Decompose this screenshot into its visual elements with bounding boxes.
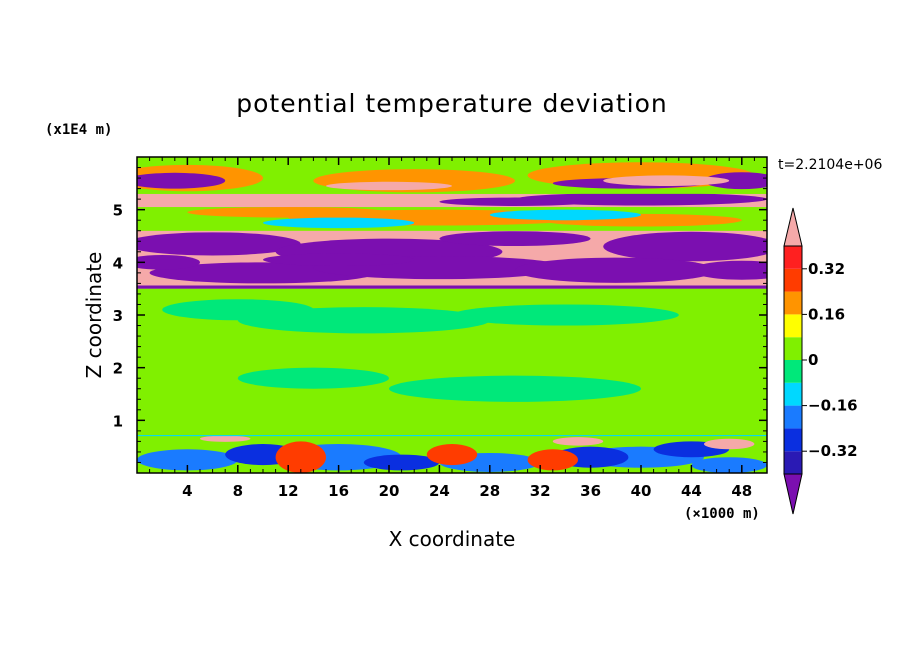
- x-axis-label: X coordinate: [389, 527, 516, 551]
- field-blob: [363, 351, 616, 384]
- x-tick-label: 12: [278, 482, 299, 500]
- field-blob: [603, 175, 730, 186]
- field-blob: [603, 231, 767, 262]
- field-blob: [137, 449, 238, 471]
- x-tick-label: 36: [580, 482, 601, 500]
- x-axis: 4 8 12 16 20 24 28 32 36 40 44 48: [149, 157, 755, 500]
- y-unit-label: (x1E4 m): [45, 122, 112, 138]
- field-blob: [237, 367, 389, 389]
- x-tick-label: 40: [631, 482, 652, 500]
- field-thin-line: [137, 285, 767, 289]
- colorbar-segment: [784, 291, 802, 315]
- colorbar-segment: [784, 405, 802, 429]
- colorbar-segment: [784, 268, 802, 292]
- field-blob: [389, 375, 641, 402]
- colorbar-segment: [784, 314, 802, 338]
- x-tick-label: 28: [479, 482, 500, 500]
- field-blob: [439, 231, 591, 247]
- x-tick-label: 8: [233, 482, 243, 500]
- x-tick-label: 48: [731, 482, 752, 500]
- colorbar-label: 0.16: [808, 305, 845, 323]
- field-blob: [704, 438, 755, 450]
- heatmap-field: [137, 157, 767, 473]
- x-tick-label: 20: [379, 482, 400, 500]
- field-blob: [162, 299, 314, 321]
- y-axis-label: Z coordinate: [82, 252, 106, 379]
- x-tick-label: 4: [182, 482, 192, 500]
- field-blob: [704, 172, 767, 190]
- field-blob: [691, 260, 767, 280]
- field-blob: [578, 328, 755, 355]
- field-blob: [187, 207, 389, 218]
- colorbar-segment: [784, 360, 802, 383]
- colorbar-segment: [784, 382, 802, 406]
- field-blob: [275, 441, 326, 473]
- field-blob: [137, 254, 200, 270]
- field-blob: [326, 181, 452, 191]
- colorbar-upper-extend: [783, 207, 803, 247]
- field-blob: [263, 217, 415, 229]
- field-blob: [426, 444, 478, 466]
- x-unit-label: (×1000 m): [684, 506, 760, 522]
- colorbar-label: −0.32: [808, 442, 858, 460]
- field-blob: [187, 343, 389, 371]
- x-tick-label: 44: [681, 482, 702, 500]
- field-band-low: [137, 420, 767, 437]
- y-tick-label: 5: [113, 202, 123, 220]
- colorbar-label: 0: [808, 351, 818, 369]
- field-blob: [200, 435, 251, 442]
- time-label: t=2.2104e+06: [778, 157, 882, 173]
- colorbar-segment: [784, 246, 802, 269]
- colorbar-label: 0.32: [808, 260, 845, 278]
- colorbar-segment: [784, 337, 802, 360]
- field-blob: [552, 437, 604, 446]
- x-tick-label: 24: [429, 482, 450, 500]
- field-blob: [439, 197, 591, 206]
- colorbar: 0.32 0.16 0 −0.16 −0.32: [783, 207, 858, 515]
- field-thin-line: [137, 435, 767, 437]
- field-blob: [527, 449, 578, 471]
- colorbar-label: −0.16: [808, 397, 858, 415]
- field-blob: [691, 457, 767, 473]
- y-tick-label: 3: [113, 307, 123, 325]
- field-blob: [137, 232, 301, 256]
- field-blob: [363, 454, 440, 471]
- y-axis: 1 2 3 4 5: [113, 167, 767, 463]
- colorbar-lower-extend: [783, 473, 803, 515]
- x-tick-label: 32: [530, 482, 551, 500]
- y-tick-label: 2: [113, 360, 123, 378]
- field-blob: [137, 172, 226, 189]
- y-tick-label: 1: [113, 412, 123, 430]
- field-blob: [263, 253, 415, 267]
- y-tick-label: 4: [113, 254, 123, 272]
- field-blob: [452, 304, 679, 326]
- field-blob: [515, 257, 717, 283]
- x-tick-label: 16: [328, 482, 349, 500]
- colorbar-segment: [784, 428, 802, 452]
- colorbar-segment: [784, 451, 802, 474]
- field-blob: [489, 209, 641, 221]
- chart-title: potential temperature deviation: [236, 89, 667, 118]
